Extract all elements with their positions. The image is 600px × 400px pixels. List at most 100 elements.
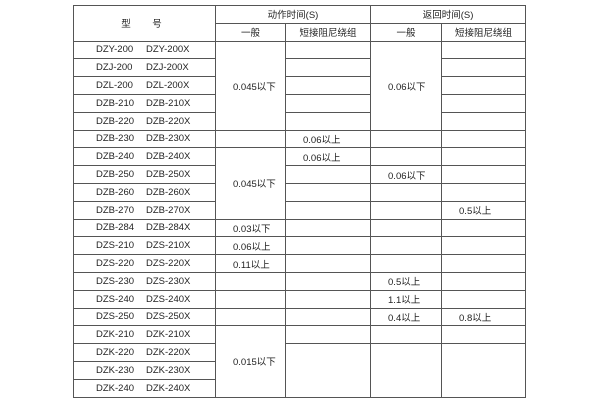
action-short-cell (284, 254, 372, 273)
return-short-cell (441, 236, 527, 256)
table-row: DZL-200 DZL-200X (73, 76, 527, 95)
table-row: DZK-230 DZK-230X (73, 360, 526, 380)
action-short-cell (284, 325, 372, 345)
return-general-cell: 0.06以下 (370, 165, 443, 184)
action-short-cell (284, 289, 372, 309)
model-name-x: DZK-210X (146, 329, 191, 341)
action-general-cell: 0.03以下 (215, 218, 286, 238)
model-header: 型 号 (73, 5, 216, 42)
table-row: DZS-250 DZS-250X 0.4以上 0.8以上 (73, 307, 527, 327)
action-general-cell: 0.015以下 (215, 325, 286, 398)
table-row: DZK-240 DZK-240X (73, 378, 526, 398)
return-general-cell (370, 254, 443, 273)
action-short-cell (284, 165, 372, 184)
relay-timing-table: 型 号 动作时间(S) 返回时间(S) 一般 短接阻尼绕组 一般 短接阻尼绕组 … (73, 5, 527, 398)
return-general-cell (370, 236, 443, 256)
return-short-cell (441, 165, 527, 184)
model-name: DZS-220 (96, 258, 135, 270)
model-cell: DZB-284 DZB-284X (73, 218, 216, 238)
model-name-x: DZB-250X (146, 169, 191, 181)
model-name: DZK-230 (96, 364, 135, 376)
return-short-cell (441, 76, 527, 95)
table-row: DZY-200 DZY-200X 0.045以下 0.06以下 (73, 40, 527, 131)
model-name-x: DZY-200X (146, 44, 190, 56)
model-name-x: DZB-284X (146, 222, 191, 234)
model-cell: DZB-230 DZB-230X (73, 129, 216, 149)
model-cell: DZK-220 DZK-220X (73, 343, 216, 362)
model-name-x: DZS-230X (146, 275, 191, 287)
model-name-x: DZS-210X (146, 240, 191, 252)
model-cell: DZS-230 DZS-230X (73, 271, 216, 291)
return-short-cell (441, 343, 527, 398)
model-name-x: DZB-230X (146, 133, 191, 145)
action-general-header: 一般 (215, 22, 286, 42)
action-short-header: 短接阻尼绕组 (284, 22, 372, 42)
model-name-x: DZS-240X (146, 293, 191, 305)
return-general-cell: 0.4以上 (370, 307, 443, 327)
model-cell: DZK-210 DZK-210X (73, 325, 216, 345)
model-cell: DZY-200 DZY-200X (73, 40, 216, 60)
return-time-header: 返回时间(S) (370, 5, 527, 24)
model-name-x: DZB-210X (146, 97, 191, 109)
action-short-cell (284, 58, 372, 78)
return-general-header: 一般 (370, 22, 443, 42)
action-general-cell (215, 289, 286, 309)
model-name-x: DZB-270X (146, 204, 191, 216)
header-row-1: 型 号 动作时间(S) 返回时间(S) (73, 5, 527, 42)
model-name-x: DZB-260X (146, 186, 191, 198)
action-general-cell: 0.06以上 (215, 236, 286, 256)
action-short-cell: 0.06以上 (284, 129, 372, 149)
model-name: DZB-240 (96, 151, 135, 163)
action-short-cell (284, 93, 372, 113)
return-short-cell (441, 111, 527, 131)
table-row: DZB-284 DZB-284X 0.03以下 (73, 218, 527, 238)
model-cell: DZK-240 DZK-240X (73, 378, 216, 398)
return-short-cell (441, 40, 527, 60)
model-name: DZK-240 (96, 382, 135, 394)
table-row: DZB-250 DZB-250X 0.06以下 (73, 165, 527, 184)
table-row: DZB-210 DZB-210X (73, 93, 527, 113)
action-general-cell: 0.045以下 (215, 147, 286, 220)
model-name: DZB-250 (96, 169, 135, 181)
model-cell: DZS-220 DZS-220X (73, 254, 216, 273)
return-short-cell (441, 129, 527, 149)
return-short-cell (441, 147, 527, 167)
table-row: DZK-210 DZK-210X 0.015以下 (73, 325, 527, 398)
table-row: DZB-260 DZB-260X (73, 182, 527, 202)
table-row: DZB-270 DZB-270X 0.5以上 (73, 200, 527, 220)
model-cell: DZS-250 DZS-250X (73, 307, 216, 327)
return-general-cell: 0.06以下 (370, 40, 443, 131)
model-cell: DZL-200 DZL-200X (73, 76, 216, 95)
model-cell: DZB-250 DZB-250X (73, 165, 216, 184)
model-cell: DZK-230 DZK-230X (73, 360, 216, 380)
action-short-cell (284, 236, 372, 256)
return-short-cell: 0.8以上 (441, 307, 527, 327)
return-general-cell (370, 147, 443, 167)
return-short-cell (441, 271, 527, 291)
return-general-cell (370, 129, 443, 149)
model-name: DZS-210 (96, 240, 135, 252)
action-general-cell: 0.045以下 (215, 40, 286, 131)
action-general-cell (215, 129, 286, 149)
action-short-cell (284, 40, 372, 60)
model-name: DZB-284 (96, 222, 135, 234)
action-short-cell (284, 111, 372, 131)
action-short-cell (284, 76, 372, 95)
action-short-cell (284, 200, 372, 220)
model-name-x: DZS-250X (146, 311, 191, 323)
action-short-cell (284, 343, 372, 398)
model-name: DZB-220 (96, 115, 135, 127)
model-name: DZB-210 (96, 97, 135, 109)
model-cell: DZS-240 DZS-240X (73, 289, 216, 309)
model-name-x: DZL-200X (146, 80, 190, 92)
action-general-cell (215, 271, 286, 291)
table-row: DZB-230 DZB-230X 0.06以上 (73, 129, 527, 149)
return-short-cell (441, 325, 527, 345)
return-general-cell (370, 182, 443, 202)
return-short-header: 短接阻尼绕组 (441, 22, 527, 42)
model-cell: DZS-210 DZS-210X (73, 236, 216, 256)
model-name: DZY-200 (96, 44, 134, 56)
model-cell: DZB-220 DZB-220X (73, 111, 216, 131)
model-name: DZJ-200 (96, 62, 133, 74)
action-general-cell (215, 307, 286, 327)
